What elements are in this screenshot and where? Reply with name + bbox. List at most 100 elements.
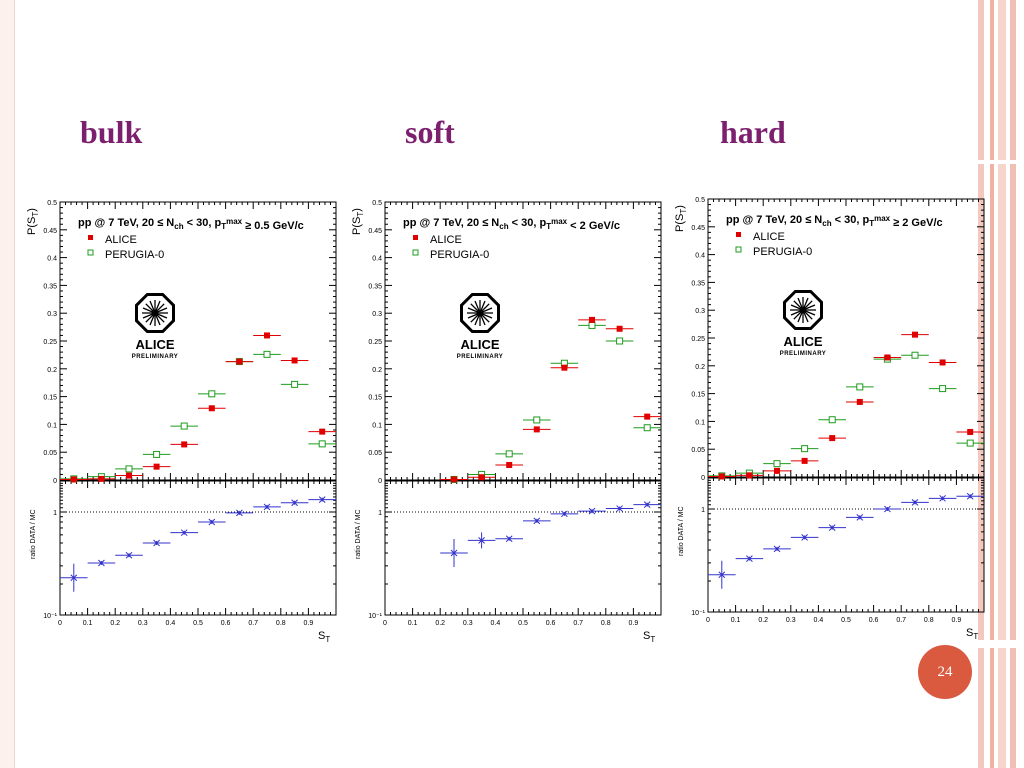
- right-decor-bar-2: [990, 0, 994, 768]
- chart-title: pp @ 7 TeV, 20 ≤ Nch < 30, pTmax < 2 GeV…: [403, 217, 620, 232]
- alice-logo-subtext: PRELIMINARY: [780, 351, 827, 357]
- alice-logo-ray: [802, 304, 816, 311]
- legend-label-perugia: PERUGIA-0: [753, 246, 812, 258]
- chart-title: pp @ 7 TeV, 20 ≤ Nch < 30, pTmax ≥ 0.5 G…: [78, 217, 304, 232]
- alice-logo-ray: [154, 303, 165, 314]
- y-tick-label: 0.25: [43, 339, 57, 346]
- x-tick-label: 0.8: [924, 617, 934, 624]
- ratio-tick-label: 10⁻¹: [368, 613, 382, 620]
- ratio-point: [966, 492, 974, 500]
- x-tick-label: 0.6: [221, 620, 231, 627]
- ratio-point: [505, 535, 513, 543]
- ratio-point: [561, 510, 568, 518]
- ratio-point: [643, 501, 651, 508]
- x-tick-label: 0.5: [518, 620, 528, 627]
- main-plot-frame: [707, 198, 985, 478]
- x-tick-label: 0.4: [491, 620, 501, 627]
- ratio-point: [718, 571, 726, 579]
- ratio-point: [180, 529, 188, 537]
- alice-logo-ray: [145, 312, 156, 323]
- x-tick-label: 0.2: [110, 620, 120, 627]
- alice-point: [644, 413, 651, 420]
- x-axis-label: ST: [318, 630, 330, 643]
- y-tick-label: 0.25: [691, 336, 705, 343]
- ratio-point: [856, 513, 864, 521]
- ratio-tick-label: 10⁻¹: [691, 610, 705, 617]
- alice-logo-ray: [793, 300, 804, 311]
- alice-logo-ray: [479, 307, 493, 314]
- ratio-point: [746, 555, 753, 562]
- alice-logo-ray: [142, 307, 156, 314]
- alice-logo-ray: [479, 300, 486, 314]
- x-tick-label: 0.1: [731, 617, 741, 624]
- y-tick-label: 0.4: [372, 256, 382, 263]
- alice-logo-ray: [802, 309, 813, 320]
- alice-point: [746, 472, 753, 479]
- ratio-point: [533, 517, 541, 525]
- x-tick-label: 0.1: [408, 620, 418, 627]
- alice-logo-ray: [142, 312, 156, 319]
- y-tick-label: 0.15: [368, 395, 382, 402]
- perugia-point: [966, 439, 974, 447]
- right-decor-bar-1: [978, 0, 984, 768]
- ratio-point: [263, 503, 271, 511]
- alice-point: [126, 472, 132, 479]
- legend-label-alice: ALICE: [430, 234, 462, 246]
- ratio-point: [208, 518, 216, 526]
- perugia-point: [643, 424, 651, 432]
- x-tick-label: 0.7: [896, 617, 906, 624]
- alice-logo-ray: [149, 312, 156, 326]
- x-tick-label: 0.5: [193, 620, 203, 627]
- alice-point: [181, 441, 188, 448]
- alice-logo-text: ALICE: [461, 337, 500, 352]
- alice-logo-ray: [802, 300, 813, 311]
- y-axis-label: P(ST): [351, 208, 365, 235]
- legend-label-perugia: PERUGIA-0: [430, 249, 489, 261]
- x-tick-label: 0.4: [166, 620, 176, 627]
- heading-bulk: bulk: [80, 114, 143, 150]
- alice-logo-ray: [467, 307, 481, 314]
- perugia-point: [911, 351, 919, 359]
- chart-title: pp @ 7 TeV, 20 ≤ Nch < 30, pTmax ≥ 2 GeV…: [726, 214, 943, 229]
- right-decor-gap-bottom: [978, 640, 1024, 648]
- ratio-point: [450, 549, 458, 557]
- chart-soft: 0.05 0.1 0.15 0.2 0.25 0.3 0.35 0.4 0.45 0.5 0 0 0.1…: [351, 200, 662, 643]
- ratio-plot-frame: [384, 480, 662, 616]
- y-tick-label: 0.45: [43, 228, 57, 235]
- chart-hard: 0.05 0.1 0.15 0.2 0.25 0.3 0.35 0.4 0.45 0.5 0 0 0.1…: [674, 197, 985, 640]
- alice-point: [967, 428, 974, 435]
- ratio-point: [291, 499, 298, 507]
- alice-logo-text: ALICE: [784, 334, 823, 349]
- x-tick-label: 0.3: [463, 620, 473, 627]
- chart-panel-soft: 0.05 0.1 0.15 0.2 0.25 0.3 0.35 0.4 0.45 0.5 0 0 0.1…: [345, 193, 669, 643]
- chart-bulk: 0.05 0.1 0.15 0.2 0.25 0.3 0.35 0.4 0.45 0.5 0 0 0.1…: [26, 200, 337, 643]
- alice-point: [533, 426, 540, 433]
- y-tick-label: 0.3: [695, 308, 705, 315]
- alice-logo-ray: [154, 312, 165, 323]
- alice-point: [478, 474, 485, 481]
- main-plot-frame: [59, 201, 337, 481]
- alice-logo-ray: [479, 303, 490, 314]
- x-tick-label: 0.9: [629, 620, 639, 627]
- x-tick-label: 0.1: [83, 620, 93, 627]
- ratio-point: [884, 505, 891, 513]
- ratio-point: [125, 551, 133, 559]
- chart-panel-bulk: 0.05 0.1 0.15 0.2 0.25 0.3 0.35 0.4 0.45 0.5 0 0 0.1…: [20, 193, 344, 643]
- ratio-y-axis-label: ratio DATA / MC: [355, 509, 362, 559]
- alice-logo-ray: [154, 300, 161, 314]
- perugia-point: [939, 385, 947, 393]
- x-tick-label: 0.3: [786, 617, 796, 624]
- ratio-point: [318, 496, 326, 503]
- perugia-point: [291, 380, 299, 388]
- ratio-point: [478, 537, 485, 544]
- y-tick-label: 0.35: [43, 283, 57, 290]
- alice-point: [801, 457, 808, 464]
- y-tick-label: 0.15: [43, 395, 57, 402]
- y-tick-label: 0.05: [691, 447, 705, 454]
- y-tick-label: 0.1: [47, 422, 57, 429]
- ratio-point: [588, 507, 596, 515]
- right-decor-bar-3: [998, 0, 1006, 768]
- y-axis-label: P(ST): [674, 205, 688, 232]
- alice-point: [718, 473, 725, 480]
- alice-logo-text: ALICE: [136, 337, 175, 352]
